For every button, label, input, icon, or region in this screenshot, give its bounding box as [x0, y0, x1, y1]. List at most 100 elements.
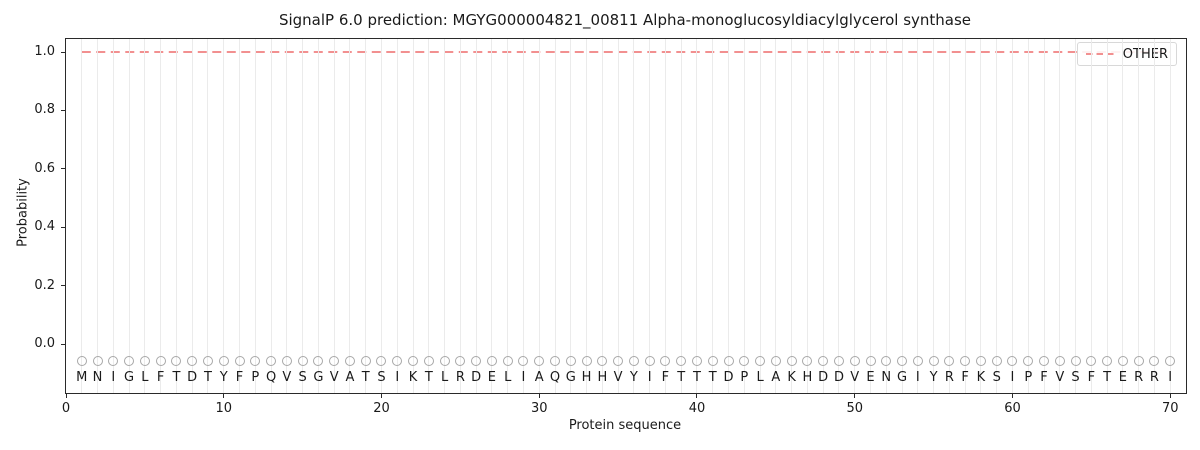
gridline [475, 39, 477, 393]
residue-marker-circle [250, 355, 261, 366]
plot-title: SignalP 6.0 prediction: MGYG000004821_00… [278, 11, 972, 29]
residue-marker-circle [660, 355, 671, 366]
residue-marker-circle [786, 355, 797, 366]
residue-letter: I [1010, 370, 1015, 385]
y-axis-tick [61, 343, 65, 345]
residue-letter: A [345, 370, 355, 385]
residue-marker-circle [155, 355, 166, 366]
residue-marker-circle [92, 355, 103, 366]
gridline [664, 39, 666, 393]
x-tick-label: 20 [373, 401, 390, 416]
residue-marker-circle [408, 355, 419, 366]
residue-marker-circle [1133, 355, 1144, 366]
gridline [239, 39, 241, 393]
residue-letter: R [1134, 370, 1144, 385]
residue-marker-circle [739, 355, 750, 366]
gridline [696, 39, 698, 393]
residue-marker-circle [676, 355, 687, 366]
gridline [112, 39, 114, 393]
residue-letter: G [565, 370, 576, 385]
residue-letter: T [677, 370, 686, 385]
residue-letter: H [581, 370, 592, 385]
other-probability-line [81, 51, 1171, 53]
x-tick-label: 50 [846, 401, 863, 416]
residue-letter: E [1118, 370, 1127, 385]
residue-marker-circle [991, 355, 1002, 366]
residue-letter: L [141, 370, 149, 385]
residue-letter: D [187, 370, 198, 385]
residue-marker-circle [1165, 355, 1176, 366]
residue-marker-circle [565, 355, 576, 366]
residue-letter: H [802, 370, 813, 385]
residue-letter: F [235, 370, 244, 385]
gridline [97, 39, 99, 393]
residue-marker-circle [1086, 355, 1097, 366]
residue-letter: L [504, 370, 512, 385]
residue-letter: K [976, 370, 986, 385]
residue-letter: S [1071, 370, 1080, 385]
gridline [1075, 39, 1077, 393]
residue-marker-circle [581, 355, 592, 366]
gridline [791, 39, 793, 393]
gridline [554, 39, 556, 393]
residue-letter: P [740, 370, 749, 385]
gridline [349, 39, 351, 393]
legend-label: OTHER [1122, 46, 1168, 62]
residue-marker-circle [613, 355, 624, 366]
x-tick-label: 70 [1161, 401, 1179, 416]
residue-marker-circle [818, 355, 829, 366]
gridline [1027, 39, 1029, 393]
gridline [838, 39, 840, 393]
y-axis-tick [61, 285, 65, 287]
gridline [223, 39, 225, 393]
gridline [396, 39, 398, 393]
residue-marker-circle [1054, 355, 1065, 366]
gridline [270, 39, 272, 393]
gridline [365, 39, 367, 393]
residue-letter: R [944, 370, 954, 385]
gridline [1043, 39, 1045, 393]
residue-letter: V [282, 370, 292, 385]
y-axis-tick [61, 168, 65, 170]
gridline [806, 39, 808, 393]
gridline [775, 39, 777, 393]
gridline [617, 39, 619, 393]
residue-letter: V [329, 370, 339, 385]
gridline [1059, 39, 1061, 393]
gridline [964, 39, 966, 393]
residue-letter: L [756, 370, 764, 385]
residue-letter: I [1168, 370, 1173, 385]
gridline [728, 39, 730, 393]
residue-letter: F [1040, 370, 1048, 385]
residue-marker-circle [518, 355, 529, 366]
gridline [680, 39, 682, 393]
y-tick-label: 0.4 [34, 219, 55, 235]
residue-marker-circle [912, 355, 923, 366]
gridline [948, 39, 950, 393]
residue-marker-circle [723, 355, 734, 366]
residue-marker-circle [865, 355, 876, 366]
residue-marker-circle [881, 355, 892, 366]
residue-letter: D [833, 370, 844, 385]
residue-marker-circle [344, 355, 355, 366]
gridline [1011, 39, 1013, 393]
x-axis-tick [223, 394, 225, 398]
gridline [980, 39, 982, 393]
residue-letter: E [487, 370, 497, 385]
residue-letter: N [881, 370, 892, 385]
residue-marker-circle [691, 355, 702, 366]
residue-marker-circle [439, 355, 450, 366]
x-tick-label: 10 [215, 401, 232, 416]
residue-letter: T [361, 370, 370, 385]
y-tick-label: 0.2 [34, 277, 55, 293]
residue-marker-circle [266, 355, 277, 366]
gridline [854, 39, 856, 393]
x-axis-tick [538, 394, 540, 398]
residue-marker-circle [329, 355, 340, 366]
residue-marker-circle [1023, 355, 1034, 366]
gridline [933, 39, 935, 393]
residue-letter: H [597, 370, 608, 385]
gridline [333, 39, 335, 393]
